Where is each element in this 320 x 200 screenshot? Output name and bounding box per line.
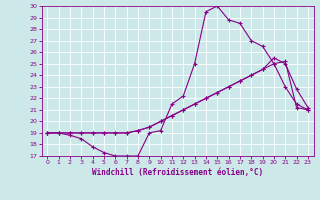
X-axis label: Windchill (Refroidissement éolien,°C): Windchill (Refroidissement éolien,°C): [92, 168, 263, 177]
